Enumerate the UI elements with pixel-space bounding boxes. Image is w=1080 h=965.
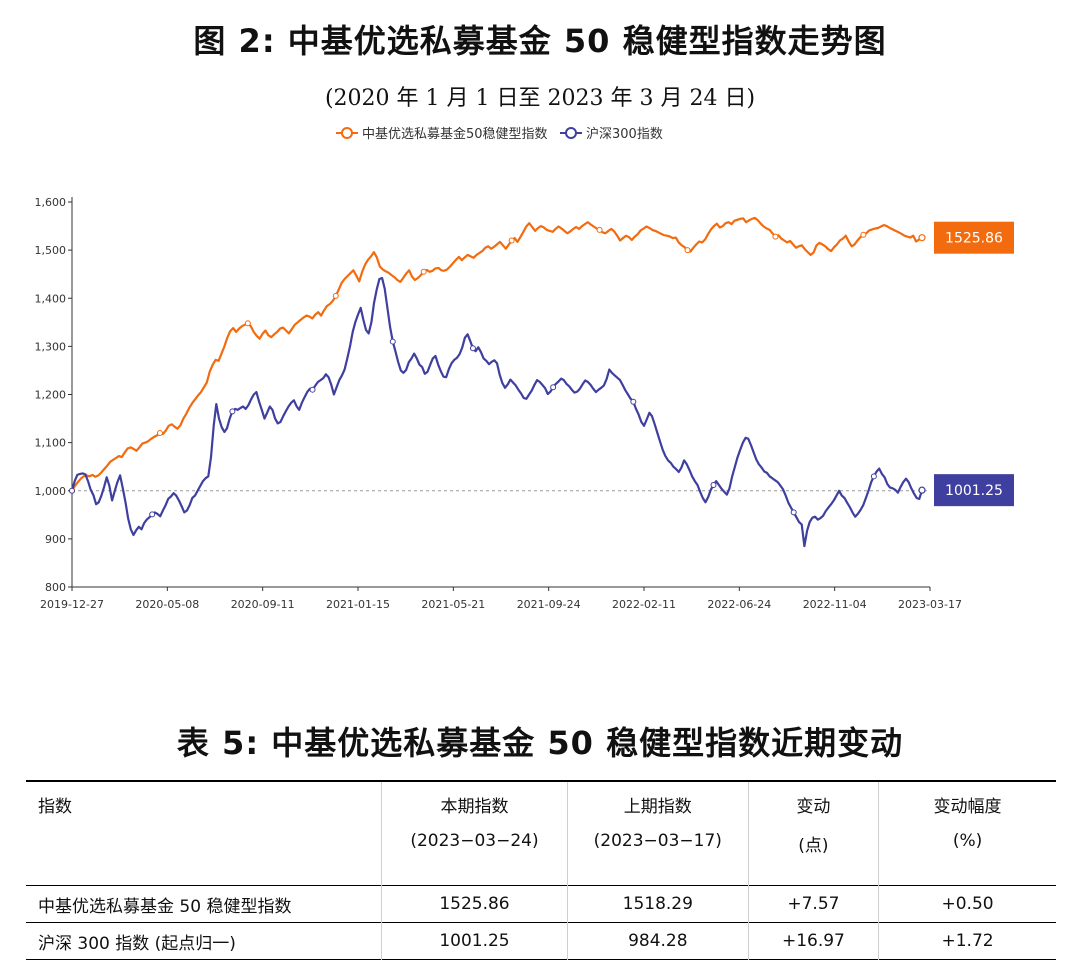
cell-index-name: 沪深 300 指数 (起点归一) (26, 922, 383, 960)
end-value-labels: 1525.86 1001.25 (934, 221, 1014, 507)
cell-change: +16.97 (747, 922, 880, 960)
legend-label-series-2: 沪深300指数 (586, 126, 663, 142)
series-1-marker (860, 231, 867, 238)
series-1-marker (420, 268, 427, 275)
x-tick-label: 2020-05-08 (135, 598, 199, 611)
series-2-marker (710, 481, 717, 488)
series-2-marker (309, 386, 316, 393)
cell-current: 1001.25 (381, 922, 568, 960)
series-2-marker (870, 473, 877, 480)
x-tick-label: 2022-02-11 (612, 598, 676, 611)
series-2-marker (69, 487, 75, 494)
plot-area (69, 216, 930, 548)
x-tick-label: 2022-06-24 (707, 598, 771, 611)
x-tick-label: 2021-01-15 (326, 598, 390, 611)
y-tick-label: 1,000 (35, 485, 67, 498)
x-tick-label: 2023-03-17 (898, 598, 962, 611)
index-change-table: 指数 本期指数 (2023−03−24) 上期指数 (2023−03−17) 变动(… (26, 780, 1056, 960)
series-1-end-marker (918, 234, 926, 242)
series-1-marker (156, 430, 163, 436)
line-chart: 中基优选私募基金50稳健型指数 沪深300指数 800 900 1,000 1,100… (35, 126, 1014, 611)
cell-index-name: 中基优选私募基金 50 稳健型指数 (26, 885, 383, 923)
y-tick-label: 1,100 (35, 437, 67, 450)
x-tick-label: 2021-05-21 (421, 598, 485, 611)
table-header-row: 指数 本期指数 (2023−03−24) 上期指数 (2023−03−17) 变动(… (26, 781, 1056, 886)
y-tick-label: 1,200 (35, 389, 67, 402)
series-1-marker (596, 226, 603, 233)
legend-item-series-2[interactable]: 沪深300指数 (560, 126, 663, 142)
y-tick-label: 1,500 (35, 244, 67, 257)
series-2-marker (389, 338, 396, 345)
series-1-marker (772, 233, 779, 240)
header-index: 指数 (26, 781, 383, 886)
figure-subtitle: (2020 年 1 月 1 日至 2023 年 3 月 24 日) (324, 86, 756, 111)
table-title: 表 5: 中基优选私募基金 50 稳健型指数近期变动 (176, 724, 904, 762)
series-2-marker (630, 398, 637, 405)
chart-axes: 800 900 1,000 1,100 1,200 1,300 1,400 1,500 1,60… (35, 196, 962, 611)
y-tick-label: 800 (45, 581, 66, 594)
end-label-box-1 (934, 221, 1014, 254)
header-change: 变动 (点) (747, 781, 880, 886)
series-line-1 (71, 216, 923, 492)
header-previous: 上期指数 (2023−03−17) (566, 781, 749, 886)
x-tick-label: 2020-09-11 (231, 598, 295, 611)
series-2-marker (469, 345, 476, 352)
series-2-end-marker (918, 486, 926, 494)
table-row: 中基优选私募基金 50 稳健型指数 1525.86 1518.29 +7.57 … (26, 885, 1056, 923)
series-line-2 (70, 276, 924, 548)
cell-current: 1525.86 (381, 885, 568, 923)
series-1-marker (332, 292, 339, 299)
figure-title: 图 2: 中基优选私募基金 50 稳健型指数走势图 (193, 22, 887, 60)
header-current: 本期指数 (2023−03−24) (381, 781, 568, 886)
x-tick-label: 2022-11-04 (803, 598, 867, 611)
header-change-pct: 变动幅度 (%) (878, 781, 1056, 886)
legend-item-series-1[interactable]: 中基优选私募基金50稳健型指数 (336, 126, 548, 142)
legend-label-series-1: 中基优选私募基金50稳健型指数 (362, 126, 548, 142)
table-row: 沪深 300 指数 (起点归一) 1001.25 984.28 +16.97 +… (26, 922, 1056, 960)
cell-change: +7.57 (747, 885, 880, 923)
chart-legend: 中基优选私募基金50稳健型指数 沪深300指数 (336, 126, 663, 142)
series-1-marker (684, 247, 691, 254)
y-tick-label: 900 (45, 533, 66, 546)
y-tick-label: 1,300 (35, 340, 67, 353)
y-tick-label: 1,400 (35, 292, 67, 305)
y-tick-label: 1,600 (35, 196, 67, 209)
series-2-marker (790, 509, 797, 516)
x-tick-label: 2021-09-24 (517, 598, 581, 611)
series-2-marker (229, 408, 236, 415)
series-2-marker (149, 511, 156, 518)
legend-marker-icon (341, 127, 353, 139)
cell-change-pct: +1.72 (878, 922, 1056, 960)
series-1-marker (508, 237, 515, 244)
series-1-marker (244, 320, 251, 327)
end-label-2: 1001.25 (945, 483, 1003, 499)
end-label-box-2 (934, 474, 1014, 507)
legend-marker-icon (565, 127, 577, 139)
x-tick-label: 2019-12-27 (40, 598, 104, 611)
series-2-marker (550, 384, 557, 391)
cell-previous: 984.28 (566, 922, 749, 960)
cell-previous: 1518.29 (566, 885, 749, 923)
cell-change-pct: +0.50 (878, 885, 1056, 923)
end-label-1: 1525.86 (945, 231, 1003, 247)
